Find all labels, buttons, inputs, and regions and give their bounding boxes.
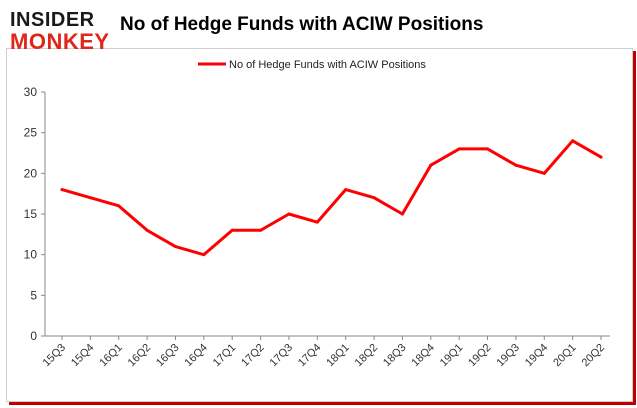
data-point — [287, 212, 291, 216]
data-point — [514, 163, 518, 167]
logo-top-text: INSIDER — [10, 9, 95, 31]
x-tick-label: 17Q4 — [296, 342, 324, 370]
y-tick-label: 15 — [24, 207, 38, 221]
data-point — [259, 228, 263, 232]
y-tick-label: 10 — [24, 248, 38, 262]
x-tick-label: 17Q1 — [211, 342, 239, 370]
data-point — [542, 171, 546, 175]
data-point — [117, 204, 121, 208]
x-tick-label: 19Q2 — [466, 342, 494, 370]
x-axis-ticks: 15Q3 15Q4 16Q1 16Q2 16Q3 16Q4 17Q1 17Q2 17Q3 17Q4… — [41, 336, 608, 370]
data-point — [599, 155, 603, 159]
y-tick-label: 25 — [24, 126, 38, 140]
data-point — [173, 245, 177, 249]
y-tick-label: 0 — [30, 329, 37, 343]
logo-bottom-text: MONKEY — [10, 29, 110, 52]
data-point — [230, 228, 234, 232]
data-point — [400, 212, 404, 216]
data-point — [457, 147, 461, 151]
y-tick-label: 30 — [24, 85, 38, 99]
insider-monkey-logo: INSIDER MONKEY — [10, 9, 110, 52]
y-tick-label: 20 — [24, 166, 38, 180]
x-tick-label: 19Q4 — [523, 342, 551, 370]
series-line — [60, 139, 603, 257]
x-tick-label: 20Q1 — [551, 342, 579, 370]
data-point — [202, 253, 206, 257]
data-point — [571, 139, 575, 143]
x-tick-label: 16Q2 — [126, 342, 154, 370]
data-point — [344, 188, 348, 192]
x-tick-label: 15Q4 — [69, 342, 97, 370]
data-point — [145, 228, 149, 232]
x-tick-label: 19Q1 — [438, 342, 466, 370]
data-point — [88, 196, 92, 200]
data-point — [315, 220, 319, 224]
x-tick-label: 18Q3 — [381, 342, 409, 370]
data-point — [60, 188, 64, 192]
x-tick-label: 19Q3 — [494, 342, 522, 370]
series-group — [60, 139, 603, 257]
data-point — [486, 147, 490, 151]
x-tick-label: 18Q4 — [409, 342, 437, 370]
x-tick-label: 16Q1 — [97, 342, 125, 370]
y-axis-ticks: 0 5 10 15 20 25 30 — [24, 85, 45, 343]
x-tick-label: 17Q2 — [239, 342, 267, 370]
chart-title: No of Hedge Funds with ACIW Positions — [120, 14, 484, 35]
x-tick-label: 15Q3 — [41, 342, 69, 370]
legend-label: No of Hedge Funds with ACIW Positions — [229, 59, 426, 71]
x-tick-label: 16Q4 — [182, 342, 210, 370]
x-tick-label: 18Q2 — [353, 342, 381, 370]
x-tick-label: 16Q3 — [154, 342, 182, 370]
x-tick-label: 17Q3 — [268, 342, 296, 370]
chart-frame — [6, 48, 633, 402]
data-point — [429, 163, 433, 167]
x-tick-label: 18Q1 — [324, 342, 352, 370]
data-point — [372, 196, 376, 200]
y-tick-label: 5 — [30, 288, 37, 302]
legend: No of Hedge Funds with ACIW Positions — [198, 59, 426, 71]
x-tick-label: 20Q2 — [580, 342, 608, 370]
